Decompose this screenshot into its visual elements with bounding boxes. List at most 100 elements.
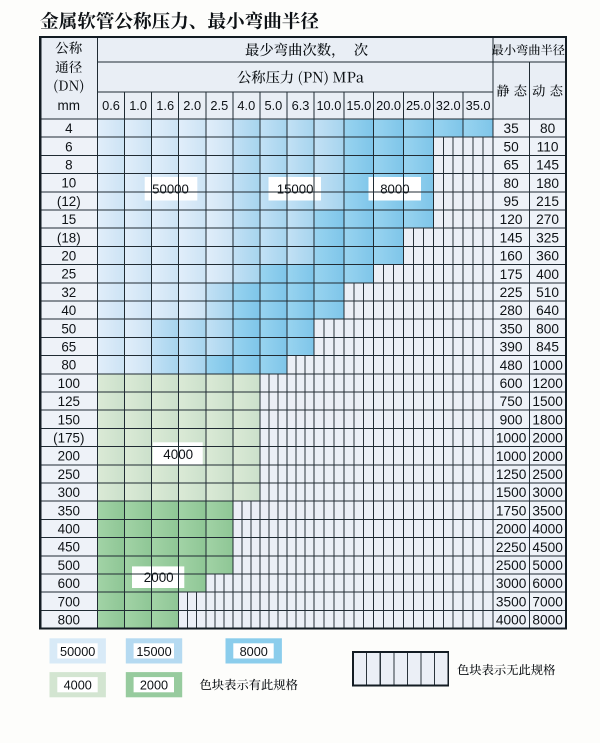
svg-text:80: 80 (540, 121, 556, 136)
svg-text:6: 6 (65, 139, 72, 154)
svg-text:350: 350 (58, 503, 80, 518)
svg-text:20: 20 (61, 249, 76, 264)
svg-text:900: 900 (500, 412, 523, 427)
svg-text:450: 450 (58, 540, 80, 555)
svg-text:(175): (175) (53, 431, 84, 446)
svg-text:600: 600 (58, 576, 80, 591)
svg-text:125: 125 (58, 394, 80, 409)
svg-text:6000: 6000 (532, 576, 563, 591)
svg-text:700: 700 (58, 594, 80, 609)
svg-text:35: 35 (503, 121, 519, 136)
svg-text:1000: 1000 (496, 449, 527, 464)
svg-text:6.3: 6.3 (292, 98, 310, 113)
svg-text:270: 270 (536, 212, 559, 227)
svg-text:2.5: 2.5 (210, 98, 228, 113)
svg-text:5000: 5000 (532, 558, 563, 573)
svg-text:65: 65 (503, 158, 519, 173)
svg-text:800: 800 (536, 321, 559, 336)
svg-text:80: 80 (503, 176, 519, 191)
svg-text:2000: 2000 (496, 522, 527, 537)
svg-text:4500: 4500 (532, 540, 563, 555)
svg-text:300: 300 (58, 485, 80, 500)
svg-text:2500: 2500 (496, 558, 527, 573)
svg-text:1500: 1500 (496, 485, 527, 500)
svg-text:145: 145 (536, 158, 559, 173)
svg-text:750: 750 (500, 394, 523, 409)
svg-text:(12): (12) (57, 194, 81, 209)
svg-text:8000: 8000 (240, 645, 268, 659)
svg-text:3500: 3500 (496, 594, 527, 609)
svg-text:110: 110 (537, 139, 559, 154)
svg-text:25.0: 25.0 (406, 98, 431, 113)
svg-text:35.0: 35.0 (466, 98, 491, 113)
svg-text:2250: 2250 (496, 540, 527, 555)
svg-text:32.0: 32.0 (436, 98, 461, 113)
svg-text:175: 175 (500, 267, 523, 282)
svg-text:160: 160 (500, 249, 523, 264)
svg-text:100: 100 (58, 376, 80, 391)
svg-text:1000: 1000 (532, 358, 563, 373)
svg-text:1250: 1250 (496, 467, 527, 482)
svg-text:845: 845 (536, 340, 559, 355)
svg-text:280: 280 (500, 303, 523, 318)
svg-text:8000: 8000 (532, 613, 563, 628)
svg-text:390: 390 (500, 340, 523, 355)
svg-text:225: 225 (500, 285, 523, 300)
svg-text:1.0: 1.0 (129, 98, 147, 113)
svg-text:5.0: 5.0 (265, 98, 283, 113)
svg-text:50000: 50000 (152, 181, 189, 196)
svg-text:(18): (18) (57, 230, 81, 245)
svg-text:8000: 8000 (380, 181, 409, 196)
svg-text:25: 25 (61, 267, 76, 282)
svg-text:215: 215 (536, 194, 559, 209)
svg-text:4000: 4000 (532, 522, 563, 537)
svg-text:50000: 50000 (60, 645, 95, 659)
svg-text:150: 150 (58, 412, 80, 427)
svg-text:10: 10 (61, 176, 76, 191)
svg-text:15000: 15000 (136, 645, 171, 659)
svg-text:1750: 1750 (496, 503, 527, 518)
svg-text:4000: 4000 (496, 613, 527, 628)
svg-text:80: 80 (61, 358, 76, 373)
svg-text:640: 640 (536, 303, 559, 318)
svg-text:50: 50 (503, 139, 519, 154)
svg-text:3500: 3500 (532, 503, 563, 518)
svg-text:600: 600 (500, 376, 523, 391)
svg-text:15000: 15000 (277, 181, 314, 196)
svg-text:360: 360 (536, 249, 559, 264)
svg-text:95: 95 (503, 194, 519, 209)
svg-text:3000: 3000 (532, 485, 563, 500)
svg-text:32: 32 (61, 285, 76, 300)
svg-text:2000: 2000 (144, 570, 174, 585)
svg-text:1.6: 1.6 (156, 98, 174, 113)
svg-text:480: 480 (500, 358, 523, 373)
svg-text:4000: 4000 (163, 447, 193, 462)
svg-text:250: 250 (58, 467, 80, 482)
svg-text:2000: 2000 (532, 449, 563, 464)
svg-text:8: 8 (65, 158, 72, 173)
svg-text:15.0: 15.0 (346, 98, 371, 113)
svg-text:10.0: 10.0 (316, 98, 341, 113)
svg-text:2000: 2000 (532, 431, 563, 446)
svg-text:7000: 7000 (532, 594, 563, 609)
svg-text:180: 180 (536, 176, 559, 191)
svg-text:145: 145 (500, 230, 523, 245)
svg-text:1500: 1500 (532, 394, 563, 409)
svg-text:4000: 4000 (64, 679, 92, 693)
svg-text:800: 800 (58, 613, 80, 628)
svg-text:1800: 1800 (532, 412, 563, 427)
svg-text:1200: 1200 (532, 376, 563, 391)
svg-text:2000: 2000 (140, 679, 168, 693)
svg-text:15: 15 (61, 212, 76, 227)
svg-text:200: 200 (58, 449, 80, 464)
svg-text:3000: 3000 (496, 576, 527, 591)
svg-text:65: 65 (61, 340, 76, 355)
svg-text:2.0: 2.0 (183, 98, 201, 113)
svg-text:mm: mm (58, 98, 81, 113)
svg-text:510: 510 (536, 285, 559, 300)
svg-text:20.0: 20.0 (376, 98, 401, 113)
svg-text:2500: 2500 (532, 467, 563, 482)
svg-text:4.0: 4.0 (237, 98, 255, 113)
svg-text:400: 400 (58, 522, 80, 537)
svg-text:400: 400 (536, 267, 559, 282)
